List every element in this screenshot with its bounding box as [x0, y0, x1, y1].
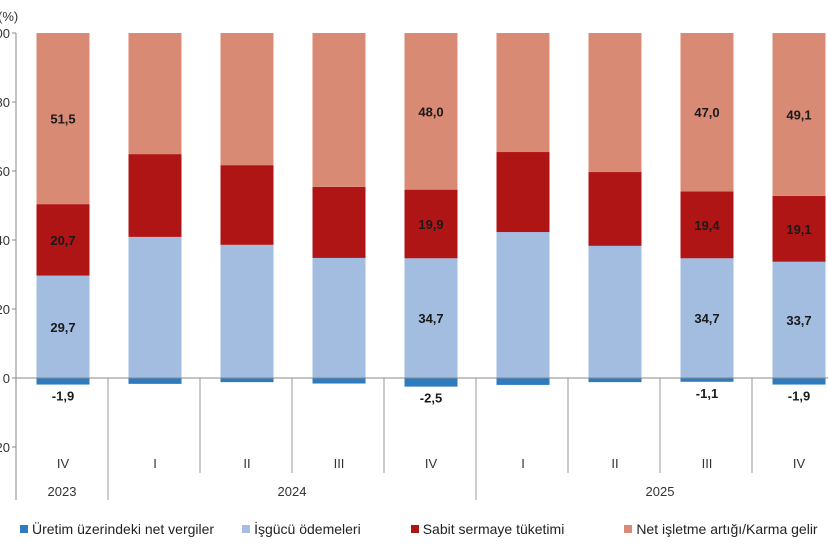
data-label: 33,7	[786, 313, 811, 328]
unit-label: (%)	[0, 9, 18, 24]
x-category-label: III	[702, 456, 713, 471]
data-label: 48,0	[418, 104, 443, 119]
legend-item: Net işletme artığı/Karma gelir	[624, 521, 818, 537]
legend-label: İşgücü ödemeleri	[254, 521, 361, 537]
legend-label: Sabit sermaye tüketimi	[422, 521, 565, 537]
legend-swatch	[624, 525, 633, 533]
data-label: 49,1	[786, 107, 811, 122]
data-label: 34,7	[694, 311, 719, 326]
bar-segment	[680, 191, 734, 259]
data-label: 19,9	[418, 217, 443, 232]
bar-segment	[680, 378, 734, 382]
bar-segment	[220, 33, 274, 166]
bar-segment	[128, 33, 182, 155]
data-label: -2,5	[420, 391, 442, 406]
x-category-label: I	[521, 456, 525, 471]
legend: Üretim üzerindeki net vergiler İşgücü öde…	[20, 521, 818, 537]
bar-segment	[772, 261, 826, 378]
bar-segment	[588, 33, 642, 173]
bar-segment	[496, 152, 550, 233]
y-tick-label: 0	[3, 371, 10, 386]
data-label: 29,7	[50, 320, 75, 335]
bar-segment	[680, 258, 734, 378]
bar-segment	[312, 378, 366, 384]
bar-segment	[404, 33, 458, 190]
bar-segment	[772, 195, 826, 262]
bar-segment	[220, 165, 274, 245]
bar-segment	[496, 232, 550, 378]
bar-segment	[680, 33, 734, 192]
data-label: -1,9	[52, 389, 74, 404]
bar-segment	[404, 378, 458, 387]
bar-segment	[588, 245, 642, 378]
data-label: -1,1	[696, 386, 718, 401]
bar-segment	[36, 378, 90, 385]
bar-segment	[36, 204, 90, 276]
bar-segment	[128, 378, 182, 384]
y-tick-label: 60	[0, 164, 10, 179]
bar-segment	[128, 236, 182, 378]
bar-segment	[496, 33, 550, 153]
legend-item: Üretim üzerindeki net vergiler	[20, 521, 214, 537]
bar-segment	[312, 257, 366, 378]
data-label: 34,7	[418, 311, 443, 326]
x-category-label: III	[334, 456, 345, 471]
bar-segment	[772, 378, 826, 385]
bar-segment	[312, 186, 366, 258]
data-label: 47,0	[694, 105, 719, 120]
bar-segment	[772, 33, 826, 196]
bar-segment	[220, 378, 274, 383]
bar-segment	[588, 378, 642, 383]
x-category-label: I	[153, 456, 157, 471]
data-label: 20,7	[50, 233, 75, 248]
y-tick-label: 100	[0, 26, 10, 41]
bar-segment	[36, 33, 90, 205]
bar-segment	[404, 189, 458, 259]
x-category-label: IV	[793, 456, 806, 471]
legend-swatch	[242, 525, 251, 533]
bar-segment	[588, 172, 642, 246]
data-label: 51,5	[50, 112, 75, 127]
bar-segment	[220, 244, 274, 378]
legend-label: Üretim üzerindeki net vergiler	[32, 521, 215, 537]
x-category-label: IV	[425, 456, 438, 471]
year-label: 2023	[48, 484, 77, 499]
bar-segment	[128, 154, 182, 237]
x-category-label: II	[243, 456, 250, 471]
legend-item: İşgücü ödemeleri	[242, 521, 361, 537]
year-label: 2025	[646, 484, 675, 499]
data-label: 19,4	[694, 218, 720, 233]
data-label: -1,9	[788, 389, 810, 404]
bar-segment	[404, 258, 458, 378]
data-label: 19,1	[786, 222, 811, 237]
x-category-label: II	[611, 456, 618, 471]
legend-item: Sabit sermaye tüketimi	[410, 521, 565, 537]
bar-segment	[312, 33, 366, 187]
y-tick-label: -20	[0, 440, 10, 455]
legend-label: Net işletme artığı/Karma gelir	[636, 521, 818, 537]
y-tick-label: 80	[0, 95, 10, 110]
year-label: 2024	[278, 484, 307, 499]
bar-segment	[36, 275, 90, 378]
bar-segment	[496, 378, 550, 385]
legend-swatch	[410, 525, 419, 533]
y-tick-label: 20	[0, 302, 10, 317]
x-category-label: IV	[57, 456, 70, 471]
legend-swatch	[20, 525, 28, 533]
y-tick-label: 40	[0, 233, 10, 248]
